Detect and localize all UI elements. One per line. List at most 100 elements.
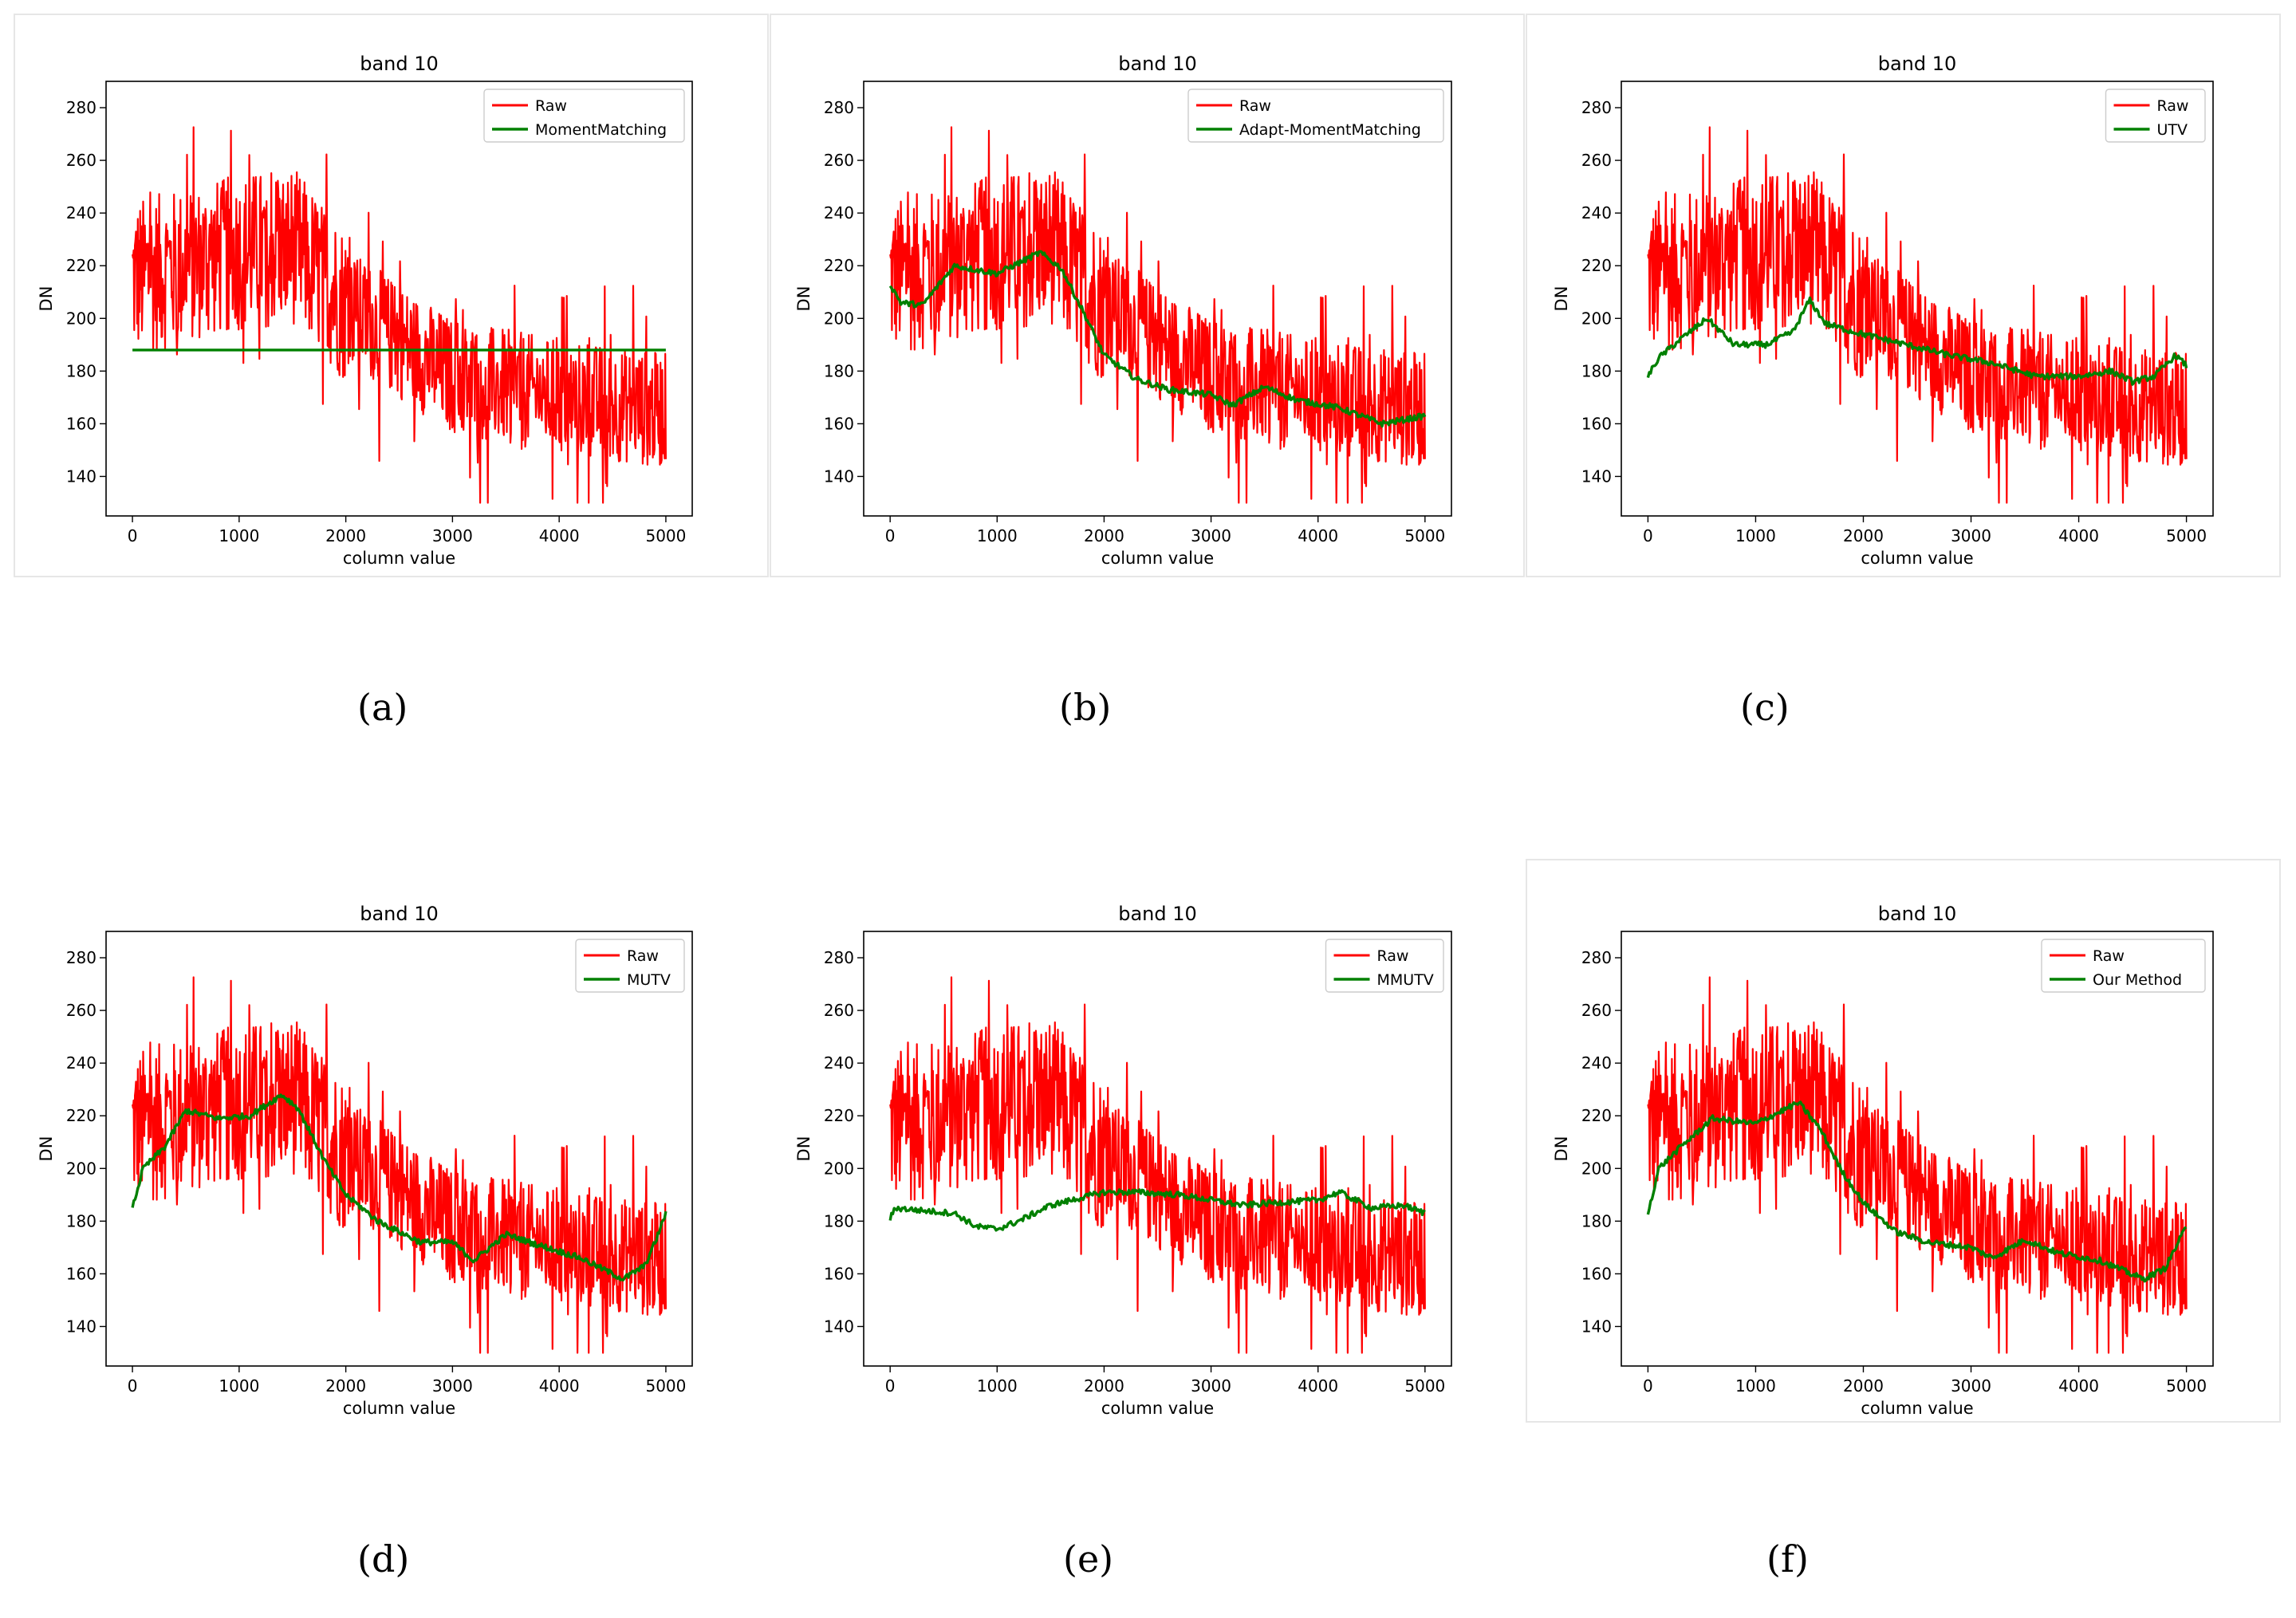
x-tick-label: 4000 bbox=[539, 526, 580, 545]
chart-title: band 10 bbox=[1878, 903, 1957, 925]
y-tick-label: 180 bbox=[1581, 1211, 1612, 1230]
series-line-raw bbox=[889, 126, 1426, 504]
panel-frame bbox=[770, 14, 1525, 577]
x-tick-label: 2000 bbox=[1843, 526, 1884, 545]
y-tick-label: 140 bbox=[824, 1317, 854, 1336]
y-axis-label: DN bbox=[1552, 1136, 1571, 1162]
y-tick-label: 280 bbox=[66, 948, 96, 967]
x-tick-label: 4000 bbox=[1298, 1376, 1338, 1396]
x-tick-label: 3000 bbox=[1191, 526, 1231, 545]
x-tick-label: 5000 bbox=[2166, 526, 2207, 545]
y-tick-label: 180 bbox=[824, 361, 854, 380]
panel-label-a: (a) bbox=[357, 686, 408, 729]
legend-label-method: Our Method bbox=[2093, 971, 2182, 989]
x-tick-label: 2000 bbox=[1084, 526, 1124, 545]
series-line-raw bbox=[889, 976, 1426, 1354]
x-tick-label: 0 bbox=[1643, 526, 1653, 545]
series-line-method bbox=[1646, 296, 2188, 386]
x-tick-label: 5000 bbox=[645, 1376, 686, 1396]
x-tick-label: 4000 bbox=[1298, 526, 1338, 545]
x-tick-label: 4000 bbox=[539, 1376, 580, 1396]
chart-panel-c: band 10 0 1000 2000 3000 4000 5000 140 160 180 200… bbox=[1526, 14, 2281, 577]
chart-title: band 10 bbox=[1118, 903, 1197, 925]
x-tick-label: 2000 bbox=[1843, 1376, 1884, 1396]
x-tick-label: 0 bbox=[885, 526, 896, 545]
y-tick-label: 140 bbox=[824, 467, 854, 486]
chart-title: band 10 bbox=[1118, 53, 1197, 75]
axes-box bbox=[105, 931, 693, 1367]
legend-box bbox=[2105, 89, 2206, 143]
y-tick-label: 280 bbox=[824, 98, 854, 117]
y-tick-label: 280 bbox=[1581, 948, 1612, 967]
x-tick-label: 1000 bbox=[977, 1376, 1018, 1396]
chart-title: band 10 bbox=[1878, 53, 1957, 75]
y-tick-label: 240 bbox=[66, 203, 96, 222]
legend-label-raw: Raw bbox=[2157, 97, 2189, 115]
series-line-raw bbox=[132, 126, 667, 504]
x-tick-label: 0 bbox=[885, 1376, 896, 1396]
y-tick-label: 200 bbox=[66, 309, 96, 328]
y-tick-label: 240 bbox=[824, 203, 854, 222]
x-axis-label: column value bbox=[343, 549, 455, 568]
series-line-method bbox=[888, 1188, 1426, 1232]
y-tick-label: 160 bbox=[1581, 1264, 1612, 1283]
y-tick-label: 140 bbox=[66, 1317, 96, 1336]
axes-box bbox=[1621, 81, 2214, 517]
x-tick-label: 5000 bbox=[645, 526, 686, 545]
x-tick-label: 4000 bbox=[2058, 526, 2099, 545]
x-tick-label: 5000 bbox=[1404, 526, 1445, 545]
y-tick-label: 180 bbox=[824, 1211, 854, 1230]
y-axis-label: DN bbox=[1552, 286, 1571, 312]
y-tick-label: 220 bbox=[66, 256, 96, 275]
legend-label-method: Adapt-MomentMatching bbox=[1239, 121, 1421, 139]
x-tick-label: 1000 bbox=[219, 1376, 259, 1396]
y-tick-label: 240 bbox=[1581, 203, 1612, 222]
y-tick-label: 140 bbox=[1581, 467, 1612, 486]
x-axis-label: column value bbox=[1101, 549, 1214, 568]
axes-box bbox=[863, 931, 1452, 1367]
y-tick-label: 260 bbox=[1581, 1001, 1612, 1020]
y-tick-label: 220 bbox=[824, 1106, 854, 1125]
x-tick-label: 3000 bbox=[432, 1376, 473, 1396]
y-axis-label: DN bbox=[37, 286, 56, 312]
legend-box bbox=[1187, 89, 1444, 143]
x-tick-label: 1000 bbox=[219, 526, 259, 545]
x-tick-label: 0 bbox=[128, 1376, 138, 1396]
y-tick-label: 140 bbox=[1581, 1317, 1612, 1336]
x-tick-label: 3000 bbox=[1951, 1376, 1991, 1396]
panel-label-e: (e) bbox=[1063, 1537, 1114, 1581]
axes-box bbox=[1621, 931, 2214, 1367]
chart-panel-b: band 10 0 1000 2000 3000 4000 5000 140 160 180 200… bbox=[770, 14, 1525, 577]
series-line-method bbox=[1646, 1100, 2187, 1283]
x-axis-label: column value bbox=[1861, 1399, 1973, 1418]
panel-label-d: (d) bbox=[357, 1537, 410, 1581]
chart-panel-f: band 10 0 1000 2000 3000 4000 5000 140 160 180 200… bbox=[1526, 859, 2281, 1423]
y-tick-label: 200 bbox=[1581, 1159, 1612, 1178]
x-tick-label: 0 bbox=[128, 526, 138, 545]
x-tick-label: 2000 bbox=[1084, 1376, 1124, 1396]
legend-label-raw: Raw bbox=[1239, 97, 1271, 115]
series-line-raw bbox=[1647, 976, 2188, 1354]
x-tick-label: 1000 bbox=[1735, 526, 1776, 545]
legend-label-method: UTV bbox=[2157, 121, 2188, 139]
axes-box bbox=[105, 81, 693, 517]
legend-label-method: MMUTV bbox=[1377, 971, 1434, 989]
y-axis-label: DN bbox=[794, 286, 813, 312]
y-tick-label: 220 bbox=[1581, 256, 1612, 275]
x-axis-label: column value bbox=[1861, 549, 1973, 568]
axes-box bbox=[863, 81, 1452, 517]
chart-panel-a: band 10 0 1000 2000 3000 4000 5000 140 160 180 200… bbox=[14, 14, 769, 577]
y-tick-label: 280 bbox=[66, 98, 96, 117]
y-tick-label: 200 bbox=[824, 309, 854, 328]
x-tick-label: 5000 bbox=[2166, 1376, 2207, 1396]
y-tick-label: 240 bbox=[1581, 1053, 1612, 1073]
y-axis-label: DN bbox=[794, 1136, 813, 1162]
panel-frame bbox=[14, 14, 769, 577]
panel-frame bbox=[1526, 859, 2281, 1423]
y-tick-label: 220 bbox=[1581, 1106, 1612, 1125]
x-tick-label: 5000 bbox=[1404, 1376, 1445, 1396]
series-line-raw bbox=[1647, 126, 2188, 504]
y-tick-label: 280 bbox=[1581, 98, 1612, 117]
legend-label-method: MomentMatching bbox=[535, 121, 667, 139]
legend-label-raw: Raw bbox=[627, 947, 659, 965]
